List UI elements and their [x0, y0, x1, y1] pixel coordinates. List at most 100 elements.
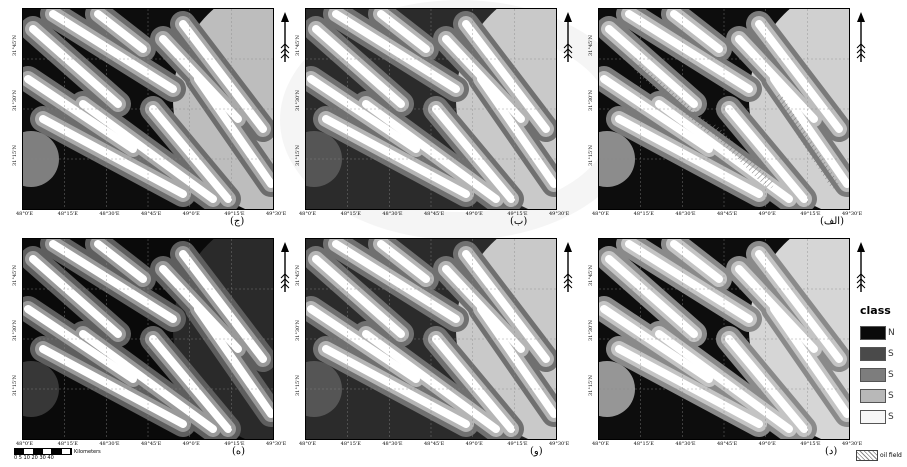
north-arrow-icon: [854, 242, 868, 294]
map-ridge: [24, 75, 137, 153]
lon-tick-label: 48°45'E: [141, 441, 162, 447]
lon-tick-label: 48°15'E: [57, 441, 78, 447]
map-ridge: [49, 10, 177, 93]
legend-swatch: [860, 409, 886, 424]
panel-label: (و): [530, 446, 543, 457]
oil-field-hatch-icon: [856, 450, 878, 461]
lat-tick-label: 31°30'N: [588, 320, 594, 341]
map-ridge: [755, 20, 843, 133]
map-panel-vav: [305, 238, 557, 440]
map-ridge: [615, 115, 763, 198]
map-ridge: [625, 10, 753, 93]
lon-tick-label: 49°15'E: [507, 211, 528, 217]
classified-map: [23, 239, 273, 439]
map-ridge: [29, 25, 122, 108]
north-arrow-icon: [278, 242, 292, 294]
lon-tick-label: 49°15'E: [800, 211, 821, 217]
legend-item-label: S: [888, 411, 894, 422]
map-ridge: [362, 330, 500, 433]
oil-field-legend: oil field: [856, 450, 902, 461]
lat-tick-label: 31°45'N: [295, 35, 301, 56]
lon-tick-label: 48°0'E: [592, 211, 610, 217]
lon-tick-label: 49°30'E: [842, 211, 863, 217]
lon-tick-label: 48°30'E: [382, 211, 403, 217]
map-ridge: [149, 335, 232, 433]
map-ridge: [29, 255, 122, 338]
oil-field-area: [709, 124, 774, 189]
map-ridge: [625, 240, 753, 323]
lat-tick-label: 31°30'N: [295, 90, 301, 111]
oil-field-label: oil field: [880, 452, 902, 459]
lat-tick-label: 31°15'N: [588, 145, 594, 166]
legend-swatch: [860, 346, 886, 361]
lon-tick-label: 49°15'E: [800, 441, 821, 447]
map-ridge: [24, 305, 137, 383]
legend-item-label: N: [888, 327, 895, 338]
map-panel-dal: [598, 238, 850, 440]
legend-item: S: [860, 406, 906, 427]
map-ridge: [670, 240, 723, 283]
map-ridge: [194, 305, 273, 418]
map-ridge: [39, 345, 187, 428]
map-ridge: [605, 25, 698, 108]
map-ridge: [377, 10, 430, 53]
classified-map: [306, 9, 556, 209]
lon-tick-label: 48°15'E: [633, 211, 654, 217]
map-ridge: [39, 115, 187, 198]
map-ridge: [600, 305, 713, 383]
map-ridge: [322, 115, 470, 198]
panel-label: (الف): [820, 216, 844, 227]
map-ridge: [655, 330, 793, 433]
north-arrow-icon: [854, 12, 868, 64]
map-ridge: [362, 100, 500, 203]
lon-tick-label: 49°15'E: [507, 441, 528, 447]
map-ridge: [432, 335, 515, 433]
map-ridge: [307, 305, 420, 383]
map-panel-alef: [598, 8, 850, 210]
map-ridge: [179, 250, 267, 363]
classified-map: [599, 9, 849, 209]
map-ridge: [477, 75, 556, 188]
map-ridge: [79, 330, 217, 433]
map-ridge: [312, 255, 405, 338]
map-ridge: [94, 10, 147, 53]
lon-tick-label: 49°0'E: [182, 441, 200, 447]
lon-tick-label: 49°30'E: [266, 441, 287, 447]
map-ridge: [615, 345, 763, 428]
map-ridge: [605, 255, 698, 338]
map-ridge: [755, 250, 843, 363]
lon-tick-label: 48°15'E: [633, 441, 654, 447]
lon-tick-label: 48°0'E: [16, 211, 34, 217]
lat-tick-label: 31°15'N: [295, 145, 301, 166]
map-panel-jim: [22, 8, 274, 210]
map-ridge: [322, 345, 470, 428]
lat-tick-label: 31°30'N: [12, 320, 18, 341]
map-ridge: [94, 240, 147, 283]
lon-tick-label: 49°30'E: [842, 441, 863, 447]
legend-swatch: [860, 388, 886, 403]
lon-tick-label: 48°45'E: [141, 211, 162, 217]
map-ridge: [149, 105, 232, 203]
scale-bar: Kilometers 0 5 10 20 30 40: [14, 448, 101, 461]
map-ridge: [477, 305, 556, 418]
legend-item-label: S: [888, 390, 894, 401]
lat-tick-label: 31°15'N: [12, 375, 18, 396]
map-ridge: [725, 105, 808, 203]
lon-tick-label: 48°45'E: [424, 211, 445, 217]
panel-label: (ه): [232, 446, 246, 457]
map-ridge: [432, 105, 515, 203]
map-panel-be: [305, 8, 557, 210]
lat-tick-label: 31°45'N: [12, 35, 18, 56]
lat-tick-label: 31°30'N: [295, 320, 301, 341]
lon-tick-label: 48°45'E: [717, 441, 738, 447]
lon-tick-label: 49°0'E: [758, 211, 776, 217]
map-ridge: [79, 100, 217, 203]
lon-tick-label: 49°0'E: [758, 441, 776, 447]
legend-item-label: S: [888, 348, 894, 359]
lon-tick-label: 49°0'E: [465, 211, 483, 217]
lon-tick-label: 49°15'E: [224, 211, 245, 217]
legend-item: S: [860, 343, 906, 364]
lon-tick-label: 49°30'E: [549, 441, 570, 447]
map-ridge: [462, 250, 550, 363]
